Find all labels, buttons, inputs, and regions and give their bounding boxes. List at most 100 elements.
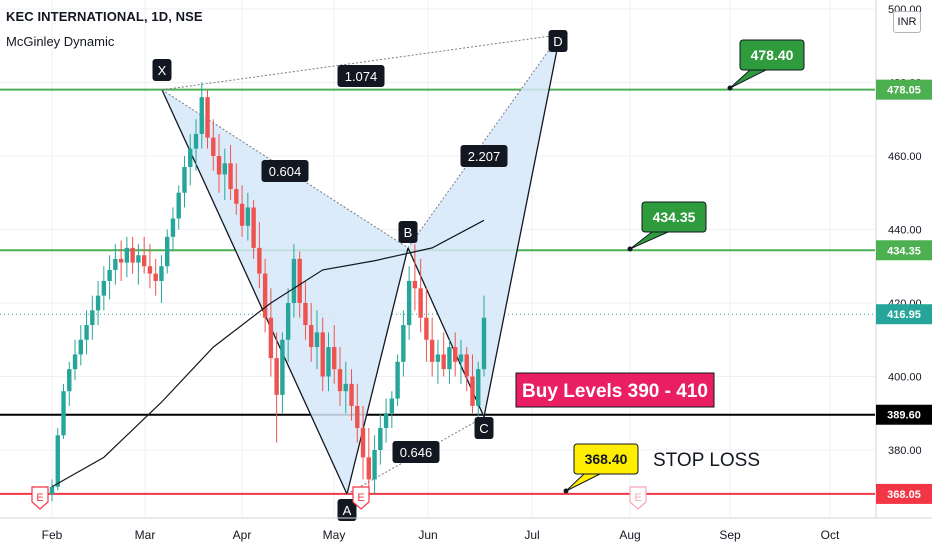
- earnings-marker-text: E: [36, 492, 43, 504]
- candle: [61, 383, 66, 439]
- candle: [424, 288, 429, 362]
- candle: [228, 144, 233, 201]
- pattern-leg-AB: [346, 247, 409, 495]
- ratio-label: [460, 145, 508, 167]
- candle: [458, 339, 464, 384]
- annotations: X A B C D 1.074 0.604 2.207 0.646 478.40 434.35 368…: [31, 30, 805, 521]
- level-tag-text: 389.60: [887, 410, 921, 422]
- candle: [234, 163, 239, 215]
- indicator-label[interactable]: McGinley Dynamic: [6, 34, 115, 49]
- callout-434.35-pointer: [629, 231, 669, 250]
- candle: [222, 148, 227, 201]
- point-label-X-text: X: [158, 63, 167, 78]
- candle: [84, 310, 89, 355]
- candle: [274, 332, 279, 443]
- x-tick-label: Sep: [719, 528, 741, 542]
- chart-title: KEC INTERNATIONAL, 1D, NSE: [6, 9, 203, 24]
- candle: [49, 479, 55, 502]
- pattern-ratio-XD: [161, 34, 561, 91]
- candle: [337, 347, 343, 406]
- point-label-B: [398, 221, 418, 243]
- candle: [447, 339, 452, 384]
- candle: [383, 398, 389, 443]
- stop-loss-text: STOP LOSS: [653, 450, 760, 471]
- ratio-label: [261, 160, 309, 182]
- callout-478.40[interactable]: [739, 39, 805, 71]
- callout-434.35[interactable]: [641, 201, 707, 233]
- candle: [395, 354, 400, 406]
- candle: [378, 413, 383, 465]
- mcginley-dynamic-line: [51, 219, 485, 488]
- candle: [320, 317, 325, 392]
- candle: [141, 236, 147, 274]
- candle: [118, 240, 124, 281]
- x-tick-label: Apr: [233, 528, 252, 542]
- level-tag-368.05: [876, 483, 932, 504]
- callout-434.35-anchor: [627, 246, 633, 252]
- candle: [314, 310, 320, 370]
- currency-badge[interactable]: INR: [893, 11, 921, 33]
- candle: [285, 288, 291, 362]
- callout-478.40-pointer: [729, 69, 767, 89]
- x-tick-label: Oct: [821, 528, 840, 542]
- candle: [90, 295, 95, 340]
- candle: [355, 383, 360, 443]
- candle: [412, 244, 418, 311]
- candle: [211, 119, 216, 171]
- candle: [165, 229, 170, 274]
- candle: [326, 332, 331, 392]
- candle: [147, 244, 153, 289]
- candle: [476, 361, 481, 421]
- candle: [418, 258, 423, 333]
- earnings-marker-upcoming-text: E: [634, 492, 641, 504]
- point-label-X: [152, 59, 172, 81]
- price-axis[interactable]: 500.00480.00460.00440.00420.00400.00380.…: [875, 0, 932, 518]
- earnings-marker[interactable]: [31, 486, 49, 510]
- candle: [153, 258, 158, 296]
- candle: [78, 325, 83, 366]
- ratio-label-text: 0.604: [269, 164, 302, 179]
- x-tick-label: Aug: [619, 528, 640, 542]
- callout-478.40-text: 478.40: [751, 47, 794, 63]
- candle: [464, 347, 469, 392]
- level-tag-text: 368.05: [887, 489, 921, 501]
- candle: [435, 339, 441, 384]
- candle: [159, 255, 164, 303]
- candle: [176, 185, 181, 230]
- y-tick-label: 460.00: [888, 151, 922, 163]
- point-label-B-text: B: [404, 225, 413, 240]
- callout-368.40-text: 368.40: [585, 451, 628, 467]
- x-tick-label: Mar: [135, 528, 156, 542]
- candle: [441, 332, 446, 377]
- point-label-C-text: C: [479, 421, 488, 436]
- candle: [170, 207, 176, 252]
- time-axis[interactable]: Feb Mar Apr May Jun Jul Aug Sep Oct: [0, 517, 932, 542]
- ratio-label: [337, 65, 385, 87]
- ratio-label: [392, 441, 440, 463]
- point-label-A-text: A: [343, 503, 352, 518]
- candle: [130, 236, 135, 274]
- candle: [470, 354, 475, 414]
- candle: [245, 192, 251, 241]
- level-tag-434.35: [876, 240, 932, 261]
- candlestick-series: [49, 82, 487, 502]
- candle: [101, 266, 107, 311]
- level-tag-416.95: [876, 304, 932, 325]
- earnings-marker[interactable]: [352, 486, 370, 510]
- level-tag-text: 416.95: [887, 309, 921, 321]
- candle: [107, 255, 112, 300]
- callout-434.35-text: 434.35: [653, 209, 696, 225]
- candle: [239, 185, 245, 237]
- callout-368.40[interactable]: [573, 443, 639, 475]
- earnings-marker-upcoming[interactable]: [629, 486, 647, 510]
- candle: [182, 156, 187, 208]
- candle: [199, 82, 204, 149]
- candle: [280, 332, 285, 414]
- y-tick-label: 440.00: [888, 225, 922, 237]
- candle: [406, 266, 412, 340]
- point-label-C: [474, 417, 494, 439]
- candle: [453, 332, 458, 377]
- callout-478.40-anchor: [727, 85, 733, 91]
- candle: [55, 427, 60, 491]
